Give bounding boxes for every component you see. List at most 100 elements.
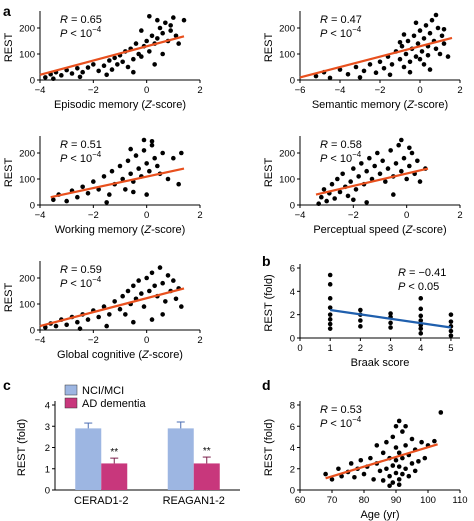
scatter-point [321,187,327,192]
scatter-point [388,320,393,326]
x-axis-label: Working memory (Z-score) [55,224,186,236]
scatter-point [51,197,56,203]
scatter-point [369,176,375,182]
y-tick-label: 3 [45,422,50,433]
scatter-point [327,312,333,317]
x-tick-label: 2 [197,85,202,96]
y-tick-label: 0 [290,201,295,212]
scatter-point [415,41,421,46]
scatter-point [120,176,125,182]
scatter-point [401,155,407,161]
fit-line [325,443,438,480]
y-axis-label: REST (fold) [263,419,275,476]
x-tick-label: −4 [35,85,46,96]
scatter-point [337,189,343,195]
stat-p: P < 10−4 [320,150,362,165]
scatter-point [149,317,155,322]
significance-mark: ** [203,446,211,457]
scatter-point [165,176,171,182]
scatter-point [448,319,454,324]
y-tick-label: 0 [290,334,295,345]
scatter-point [133,41,139,46]
scatter-point [59,73,64,78]
scatter-point [139,291,144,296]
scatter-point [136,278,141,283]
x-axis-label: Age (yr) [360,509,399,521]
x-axis-label: Global cognitive (Z-score) [57,349,183,361]
bar-nci-mci [75,428,102,490]
bar-ad-dementia [193,463,220,490]
scatter-point [75,319,80,325]
x-tick-label: 2 [457,85,462,96]
scatter-point [357,75,363,80]
x-tick-label: 4 [418,343,423,354]
scatter-point [163,20,168,26]
stat-r: R = 0.65 [60,14,102,26]
panel-label: a [3,3,11,19]
x-tick-label: −4 [335,85,346,96]
scatter-point [409,436,415,442]
category-label: CERAD1-2 [74,495,128,507]
y-tick-label: 8 [290,401,295,412]
y-axis-label: REST [263,33,275,63]
scatter-point [149,33,155,39]
scatter-point [316,201,321,206]
scatter-point [80,69,85,75]
scatter-point [397,40,403,45]
scatter-point [413,54,419,59]
scatter-point [157,265,163,270]
scatter-point [396,142,401,148]
scatter-point [163,299,168,304]
scatter-point [327,272,333,278]
scatter-point [171,155,176,161]
scatter-point [91,179,96,184]
panel-label: c [3,377,11,393]
scatter-point [165,273,171,278]
legend-swatch [64,384,78,396]
scatter-point [418,318,424,323]
scatter-point [377,468,383,474]
bar-ad-dementia [101,463,128,490]
scatter-point [144,161,149,166]
scatter-point [353,64,359,70]
scatter-point [391,192,396,197]
scatter-point [418,326,424,331]
scatter-point [358,318,363,323]
scatter-point [323,471,328,477]
scatter-point [403,466,408,472]
scatter-point [160,150,165,156]
scatter-point [383,179,388,184]
scatter-point [435,25,441,31]
scatter-point [101,63,107,68]
stat-r: R = 0.58 [320,139,362,151]
scatter-point [327,282,333,287]
scatter-point [75,66,80,71]
y-tick-label: 0 [290,486,295,497]
y-tick-label: 100 [279,175,295,186]
scatter-point [403,443,408,448]
scatter-point [64,198,69,204]
scatter-point [385,166,391,171]
y-tick-label: 0 [30,76,35,87]
scatter-point [400,471,405,477]
scatter-point [160,51,165,57]
scatter-point [141,304,147,309]
scatter-point [412,468,418,474]
scatter-point [332,196,337,201]
scatter-point [131,319,136,325]
scatter-point [400,429,405,434]
scatter-point [179,304,184,309]
scatter-point [144,192,149,197]
scatter-point [101,304,107,309]
scatter-point [348,179,353,184]
y-tick-label: 200 [279,149,295,160]
scatter-point [429,17,435,23]
scatter-point [125,64,131,70]
scatter-point [147,168,152,174]
stat-r: R = −0.41 [398,267,446,279]
scatter-point [358,307,363,313]
x-tick-label: −6 [295,85,306,96]
scatter-point [181,17,187,23]
scatter-point [104,72,109,78]
